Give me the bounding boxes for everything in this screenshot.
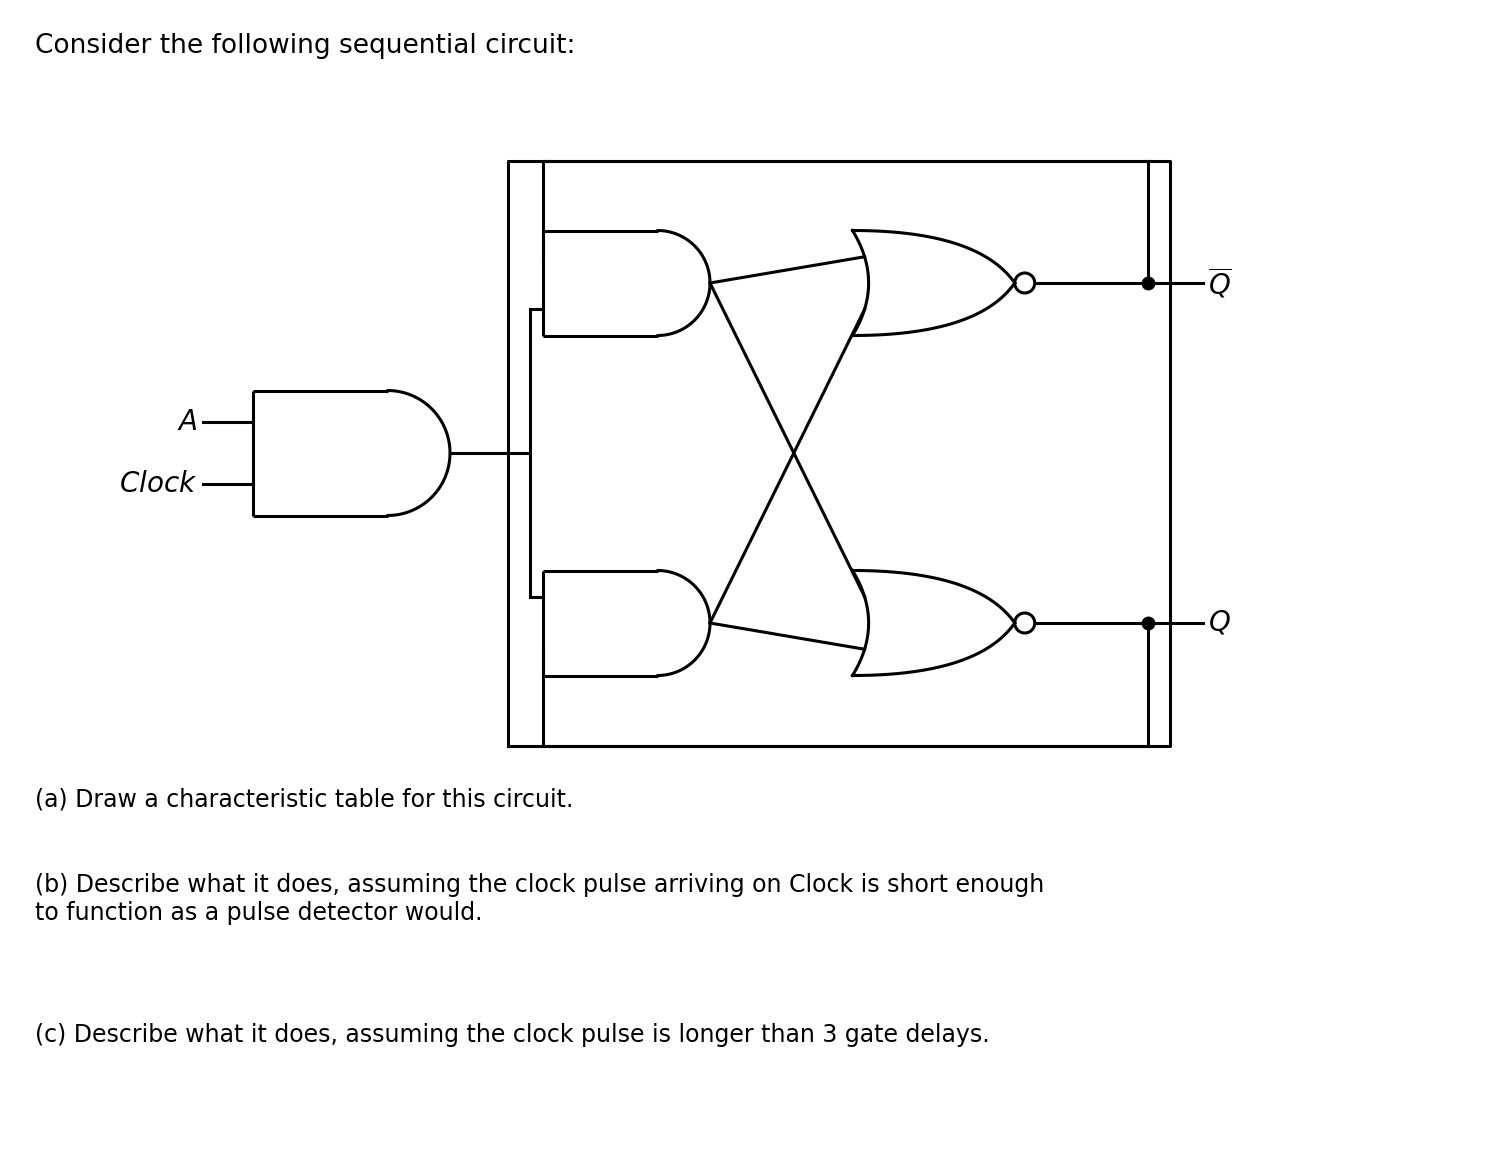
Text: (a) Draw a characteristic table for this circuit.: (a) Draw a characteristic table for this… [34,787,574,812]
Text: $\overline{Q}$: $\overline{Q}$ [1208,265,1232,300]
Text: $Q$: $Q$ [1208,609,1231,637]
Text: Consider the following sequential circuit:: Consider the following sequential circui… [34,32,575,59]
Text: (c) Describe what it does, assuming the clock pulse is longer than 3 gate delays: (c) Describe what it does, assuming the … [34,1023,989,1047]
Text: $Clock$: $Clock$ [119,470,198,498]
Text: $A$: $A$ [177,408,198,435]
Text: (b) Describe what it does, assuming the clock pulse arriving on Clock is short e: (b) Describe what it does, assuming the … [34,873,1044,925]
